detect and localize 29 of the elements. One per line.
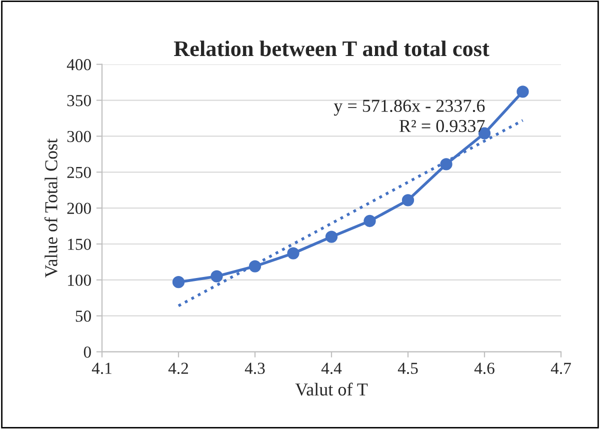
x-tick-label: 4.3 bbox=[244, 362, 265, 374]
x-tick-label: 4.2 bbox=[168, 362, 188, 374]
point bbox=[210, 270, 223, 282]
y-tick-label: 50 bbox=[76, 310, 91, 322]
y-tick-label: 150 bbox=[68, 238, 91, 250]
annotation: R² = 0.9337 bbox=[399, 120, 485, 132]
y-tick-label: 350 bbox=[67, 94, 91, 106]
x-tick-label: 4.5 bbox=[398, 362, 418, 374]
y-tick-label: 200 bbox=[67, 202, 91, 214]
x-axis-title: Valut of T bbox=[295, 382, 368, 396]
point bbox=[440, 158, 452, 170]
point bbox=[516, 86, 529, 98]
y-tick-label: 250 bbox=[67, 166, 91, 178]
point bbox=[287, 247, 300, 260]
y-axis-title: Value of Total Cost bbox=[44, 138, 58, 278]
point bbox=[364, 214, 376, 228]
y-tick-label: 0 bbox=[84, 346, 91, 358]
point bbox=[172, 276, 185, 288]
x-tick-label: 4.4 bbox=[321, 362, 342, 374]
x-tick-label: 4.1 bbox=[92, 362, 112, 374]
x-tick-label: 4.6 bbox=[474, 362, 494, 374]
point bbox=[402, 194, 414, 206]
annotation: y = 571.86x - 2337.6 bbox=[334, 100, 485, 116]
x-tick-label: 4.7 bbox=[550, 362, 571, 374]
point bbox=[325, 230, 338, 243]
y-tick-label: 300 bbox=[67, 130, 91, 142]
chart-title: Relation between T and total cost bbox=[174, 40, 490, 56]
y-tick-label: 100 bbox=[68, 274, 91, 286]
y-tick-label: 400 bbox=[66, 59, 91, 70]
